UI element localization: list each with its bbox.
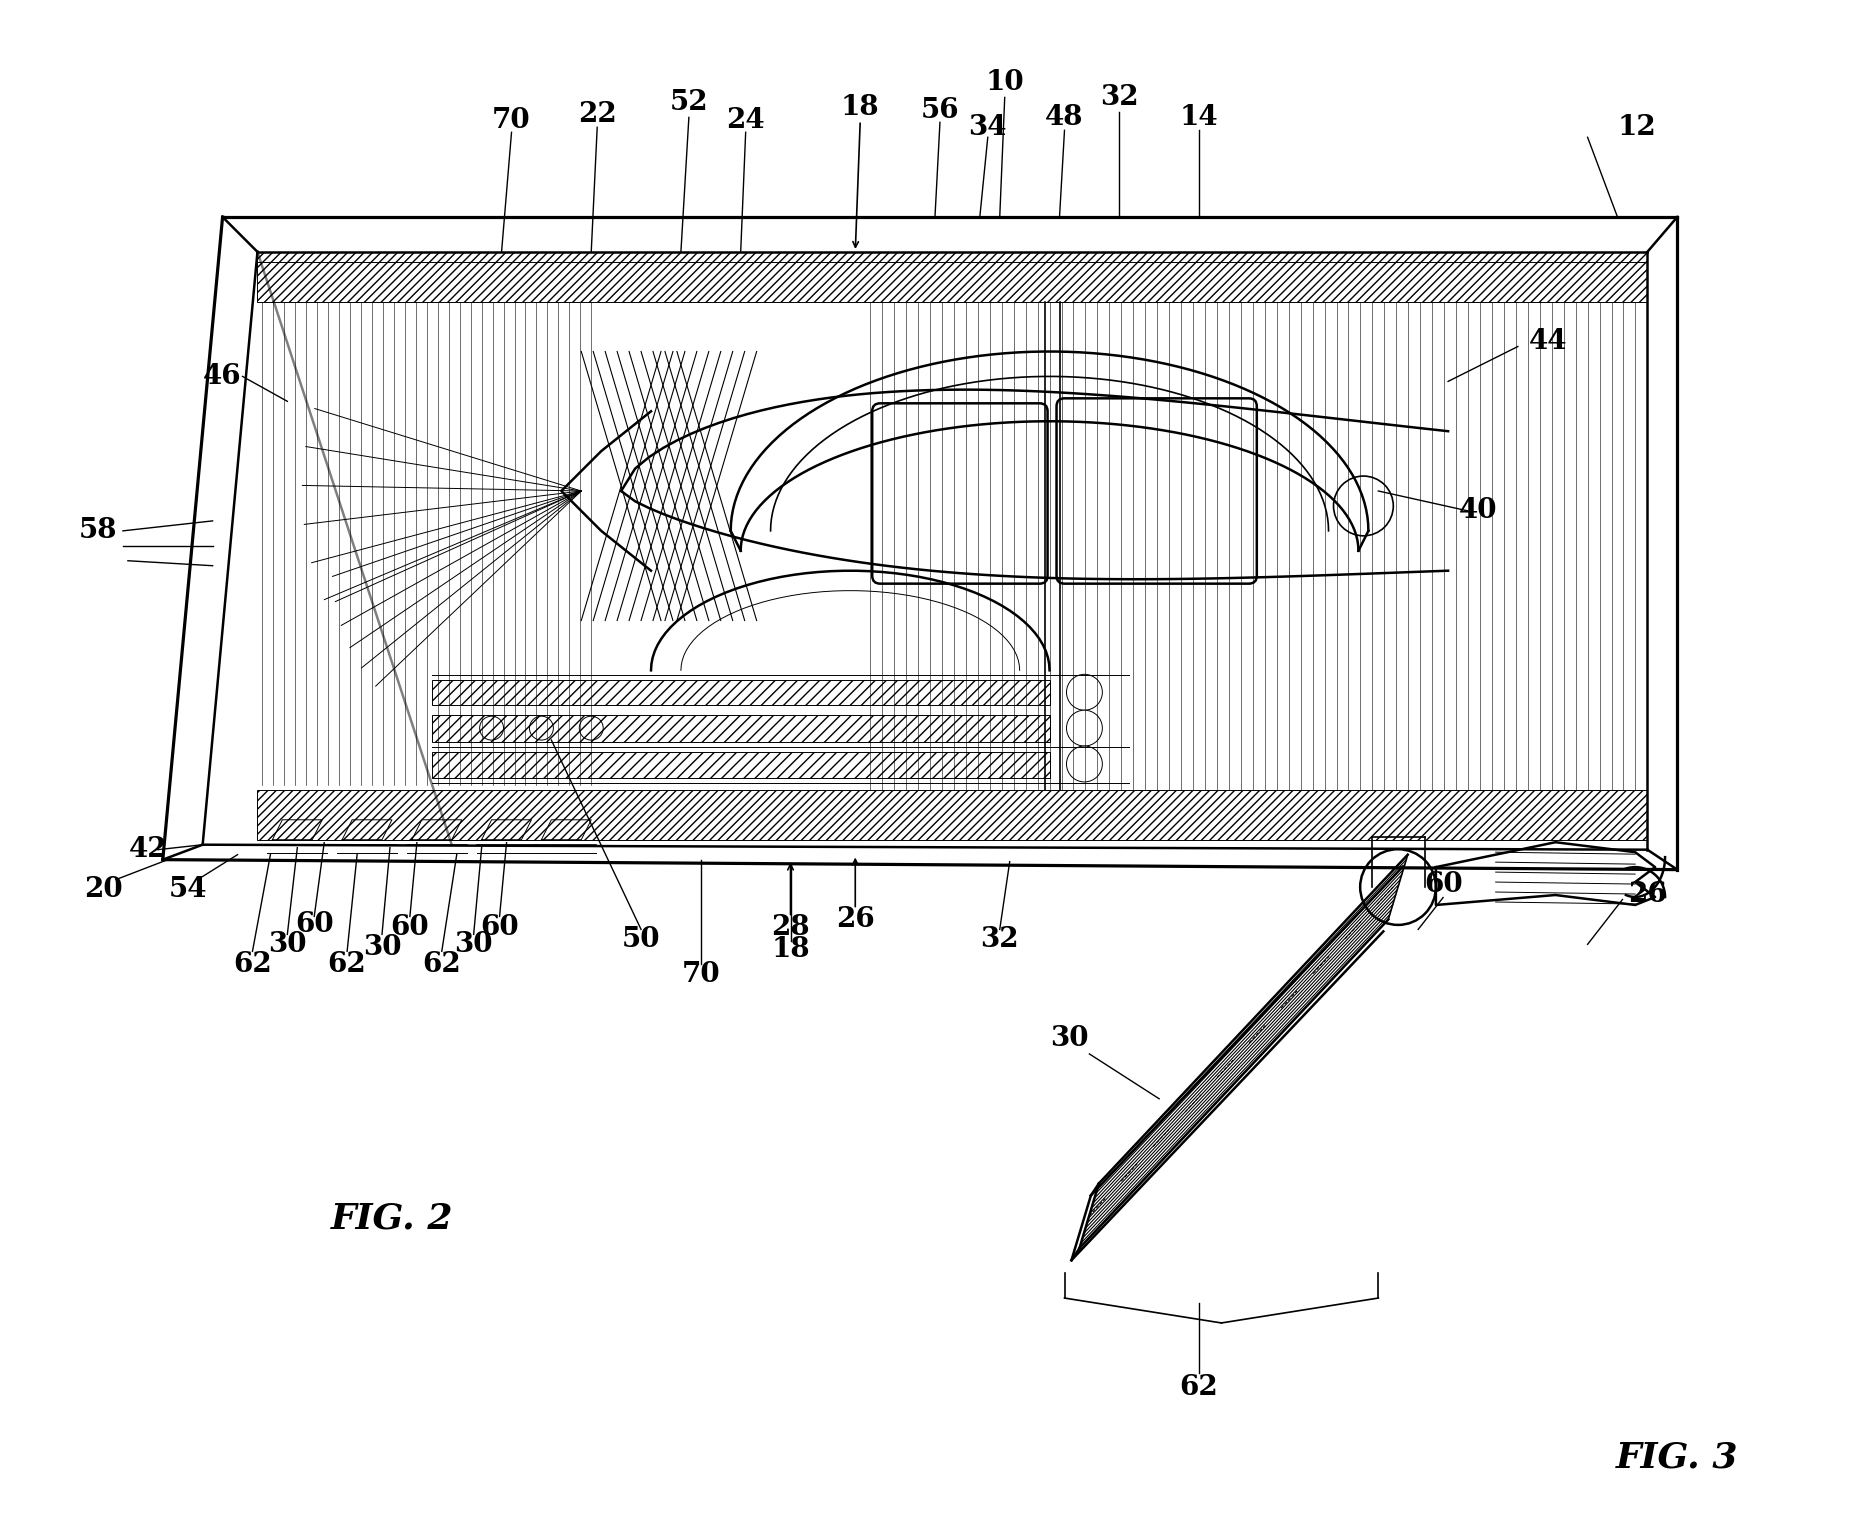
Polygon shape xyxy=(433,752,1049,778)
Text: 42: 42 xyxy=(128,836,167,864)
Text: FIG. 3: FIG. 3 xyxy=(1616,1441,1738,1474)
Text: 32: 32 xyxy=(980,926,1019,952)
Text: 70: 70 xyxy=(492,107,531,134)
Text: 30: 30 xyxy=(455,931,492,958)
Text: 26: 26 xyxy=(836,906,875,932)
Text: 30: 30 xyxy=(267,931,306,958)
FancyBboxPatch shape xyxy=(1057,398,1257,583)
Circle shape xyxy=(1359,848,1435,925)
Text: 46: 46 xyxy=(202,363,241,391)
Text: 12: 12 xyxy=(1617,114,1656,140)
Text: 26: 26 xyxy=(1629,881,1668,908)
Polygon shape xyxy=(433,681,1049,705)
Text: 60: 60 xyxy=(1424,871,1463,899)
Text: 30: 30 xyxy=(362,934,401,961)
Circle shape xyxy=(1066,710,1103,746)
FancyBboxPatch shape xyxy=(873,403,1047,583)
Polygon shape xyxy=(258,252,1647,302)
Text: 62: 62 xyxy=(1179,1375,1218,1401)
Text: FIG. 2: FIG. 2 xyxy=(331,1201,453,1236)
Text: 28: 28 xyxy=(771,914,810,942)
Polygon shape xyxy=(433,716,1049,742)
Text: 10: 10 xyxy=(986,69,1023,96)
Text: 18: 18 xyxy=(841,95,880,121)
Text: 40: 40 xyxy=(1460,497,1497,525)
Polygon shape xyxy=(1079,855,1408,1248)
Circle shape xyxy=(1333,476,1393,536)
Text: 48: 48 xyxy=(1045,104,1084,131)
Text: 20: 20 xyxy=(84,876,123,903)
Circle shape xyxy=(1066,746,1103,781)
Text: 60: 60 xyxy=(390,914,429,942)
Circle shape xyxy=(1066,674,1103,710)
Text: 62: 62 xyxy=(327,951,366,978)
Text: 22: 22 xyxy=(578,101,617,128)
Text: 52: 52 xyxy=(670,89,708,116)
Text: 54: 54 xyxy=(169,876,206,903)
Text: 70: 70 xyxy=(682,961,721,987)
Text: 18: 18 xyxy=(771,935,810,963)
Text: 56: 56 xyxy=(921,96,960,124)
Text: 24: 24 xyxy=(726,107,765,134)
Text: 58: 58 xyxy=(78,517,117,545)
Text: 60: 60 xyxy=(295,911,334,938)
Text: 34: 34 xyxy=(969,114,1006,140)
Text: 50: 50 xyxy=(622,926,661,952)
Text: 30: 30 xyxy=(1051,1025,1088,1053)
Polygon shape xyxy=(258,790,1647,839)
Text: 62: 62 xyxy=(234,951,271,978)
Text: 60: 60 xyxy=(481,914,518,942)
Text: 62: 62 xyxy=(422,951,461,978)
Text: 32: 32 xyxy=(1099,84,1138,111)
Text: 14: 14 xyxy=(1179,104,1218,131)
Text: 44: 44 xyxy=(1528,328,1567,356)
